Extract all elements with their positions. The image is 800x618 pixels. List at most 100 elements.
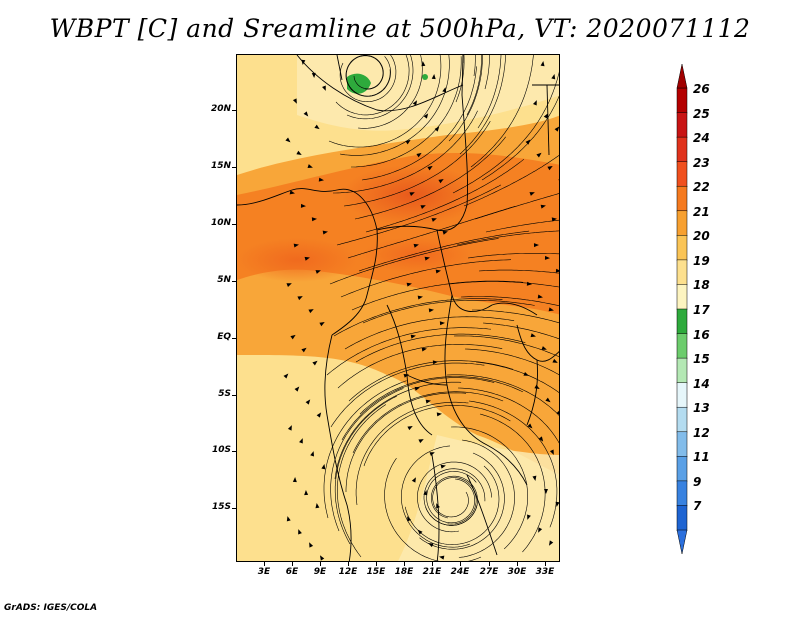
streamline-arrow: [523, 371, 529, 376]
colorbar-level-label: 19: [693, 253, 710, 268]
streamline: [333, 298, 503, 337]
streamline: [333, 110, 478, 194]
streamline: [448, 55, 483, 142]
streamline-arrow: [537, 294, 543, 299]
streamline-arrow: [315, 503, 320, 509]
colorbar-swatch: [676, 210, 688, 237]
streamline: [336, 184, 502, 246]
streamline-arrow: [322, 230, 328, 235]
streamline-arrow: [311, 217, 317, 222]
streamline: [458, 439, 515, 558]
streamline: [347, 206, 516, 259]
colorbar-swatch: [676, 480, 688, 507]
streamline-arrow: [417, 295, 423, 300]
streamline: [446, 374, 559, 416]
lat-label: 15S: [211, 502, 231, 512]
streamline: [467, 253, 559, 259]
streamline-arrow: [431, 74, 436, 80]
streamline-arrow: [423, 113, 429, 119]
lat-label: 15N: [210, 161, 231, 171]
field-23c-west: [237, 238, 357, 282]
streamline: [457, 387, 559, 444]
colorbar-level-label: 24: [693, 131, 710, 146]
streamline: [357, 55, 423, 129]
colorbar-level-label: 25: [693, 106, 710, 121]
field-23c-east: [362, 237, 472, 273]
lon-label: 33E: [535, 567, 555, 577]
lon-tick: [292, 562, 293, 566]
streamline: [481, 95, 559, 181]
streamline-arrow: [301, 347, 307, 353]
streamline: [339, 55, 397, 103]
field-19c-south: [397, 435, 559, 561]
streamline-arrow: [434, 126, 440, 132]
lon-label: 9E: [313, 567, 327, 577]
colorbar-level-label: 11: [693, 450, 710, 465]
streamline-arrow: [314, 124, 320, 130]
streamline-arrow: [407, 426, 413, 431]
streamline-arrow: [530, 333, 536, 338]
streamline-arrow: [412, 100, 418, 106]
colorbar-level-label: 21: [693, 204, 710, 219]
streamline-arrow: [540, 204, 546, 209]
map-panel: [236, 54, 560, 562]
streamline: [340, 259, 512, 298]
streamline-arrow: [315, 270, 321, 274]
colorbar-swatch: [676, 308, 688, 335]
lon-tick: [404, 562, 405, 566]
streamline-arrow: [536, 152, 542, 158]
streamline-arrow: [285, 137, 291, 143]
streamline-arrow: [540, 61, 545, 67]
streamline-arrow: [529, 192, 535, 196]
streamline-arrow: [429, 452, 435, 456]
streamline: [425, 475, 478, 526]
streamline-arrow: [552, 358, 558, 363]
lat-tick: [232, 395, 236, 396]
streamline-arrow: [305, 399, 311, 405]
streamline: [472, 309, 559, 324]
streamline: [354, 136, 506, 220]
streamlines: [283, 55, 559, 561]
streamline-arrow: [526, 281, 532, 286]
streamline: [334, 381, 462, 480]
streamline: [346, 55, 391, 97]
lon-label: 30E: [507, 567, 527, 577]
colorbar-swatch: [676, 87, 688, 114]
lat-label: EQ: [217, 332, 231, 342]
streamline-arrow: [310, 451, 315, 457]
lat-label: 5N: [217, 275, 231, 285]
streamline-arrow: [533, 243, 539, 248]
streamline-arrow: [417, 529, 423, 535]
colorbar-level-label: 16: [693, 327, 710, 342]
map-canvas: [237, 55, 559, 561]
streamline: [464, 348, 559, 376]
colorbar-swatch: [676, 431, 688, 458]
streamline: [359, 376, 524, 415]
streamline: [345, 392, 467, 492]
colorbar-level-label: 17: [693, 303, 710, 317]
streamline: [352, 391, 504, 454]
streamline: [460, 296, 559, 306]
streamline: [453, 335, 559, 358]
lon-label: 12E: [338, 567, 358, 577]
streamline-arrow: [283, 373, 289, 379]
streamline-arrow: [319, 322, 325, 327]
streamline-arrow: [543, 488, 548, 494]
streamline: [358, 230, 530, 272]
streamline-arrow: [549, 449, 554, 455]
streamline-arrow: [439, 555, 445, 560]
colorbar-level-label: 13: [693, 401, 710, 416]
streamline-arrow: [289, 190, 295, 195]
streamline: [400, 445, 471, 548]
colorbar-level-label: 22: [693, 180, 710, 195]
field-17c-dot: [422, 74, 428, 80]
streamline-arrow: [544, 255, 550, 260]
lon-tick: [489, 562, 490, 566]
streamline: [470, 55, 534, 168]
colorbar-level-label: 7: [693, 499, 702, 514]
streamline: [479, 413, 546, 553]
streamline: [485, 219, 559, 233]
lon-tick: [264, 562, 265, 566]
streamline-arrow: [321, 464, 326, 470]
streamline: [363, 405, 511, 467]
